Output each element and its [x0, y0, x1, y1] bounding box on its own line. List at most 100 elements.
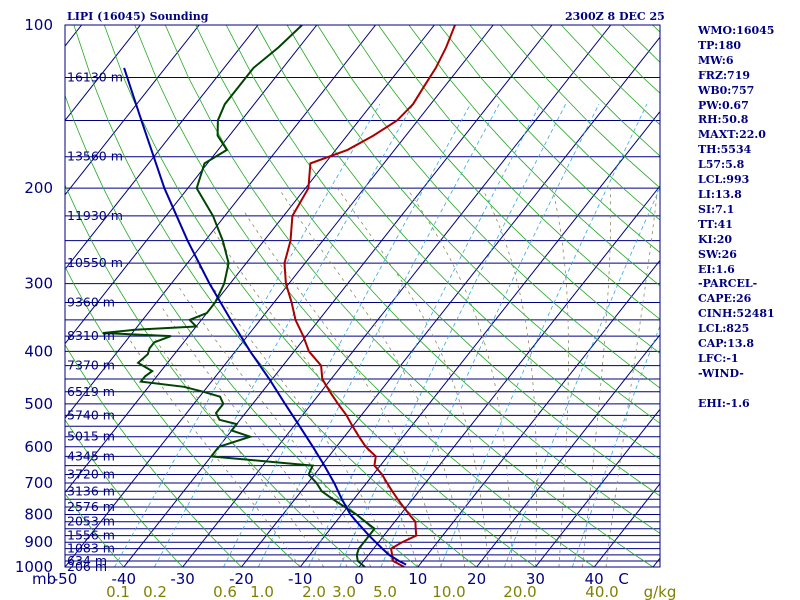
height-level-label: 2576 m	[67, 499, 115, 514]
chart-title: LIPI (16045) Sounding	[67, 10, 209, 23]
x-tick-label: 40	[585, 570, 604, 588]
index-item: RH:50.8	[698, 113, 749, 127]
height-level-label: 5740 m	[67, 407, 115, 422]
index-item: WMO:16045	[698, 24, 775, 37]
mixing-ratio-label: 20.0	[503, 583, 536, 600]
x-tick-label: -50	[53, 570, 78, 588]
dry-adiabat-line	[164, 25, 654, 567]
dry-adiabat-line	[225, 25, 660, 497]
mixing-ratio-label: 0.2	[143, 583, 167, 600]
parcel-profile-line	[123, 67, 407, 566]
height-level-label: 11930 m	[67, 208, 123, 223]
y-tick-label: 900	[24, 533, 53, 551]
index-item: LFC:-1	[698, 351, 739, 365]
x-tick-label: 0	[354, 570, 364, 588]
y-unit-label: mb	[32, 570, 56, 588]
y-tick-label: 500	[24, 395, 53, 413]
isotherm-line	[476, 334, 660, 567]
moist-adiabat-line	[605, 188, 659, 567]
dry-adiabat-line	[195, 25, 660, 534]
dry-adiabat-line	[65, 266, 301, 567]
index-item	[698, 382, 775, 397]
index-item: LI:13.8	[698, 187, 742, 201]
isotherm-line	[358, 185, 660, 567]
height-level-label: 13560 m	[67, 149, 123, 164]
sounding-indices: WMO:16045 TP:180 MW:6 FRZ:719 WB0:757 PW:0.67…	[698, 24, 775, 412]
height-level-label: 4345 m	[67, 448, 115, 463]
index-item: SI:7.1	[698, 202, 735, 216]
mixing-ratio-label: 5.0	[373, 583, 397, 600]
dry-adiabat-line	[256, 25, 660, 460]
mixing-ratio-label: g/kg	[644, 583, 677, 600]
index-item: CINH:52481	[698, 307, 775, 321]
dry-adiabat-line	[378, 25, 660, 320]
moist-adiabat-line	[481, 188, 537, 567]
moist-adiabat-line	[337, 187, 489, 567]
dry-adiabat-line	[317, 25, 660, 389]
mixing-ratio-label: 0.6	[213, 583, 237, 600]
mixing-ratio-line	[504, 186, 660, 567]
height-level-label: 2053 m	[67, 514, 115, 529]
x-tick-label: 10	[408, 570, 427, 588]
isotherm-line	[65, 25, 141, 122]
index-item: TH:5534	[698, 143, 752, 157]
index-item: EHI:-1.6	[698, 396, 750, 410]
y-tick-label: 300	[24, 275, 53, 293]
moist-adiabat-line	[193, 258, 395, 567]
isotherm-line	[65, 25, 259, 271]
height-level-label: 5015 m	[67, 429, 115, 444]
mixing-ratio-label: 0.1	[106, 583, 130, 600]
mixing-ratio-label: 10.0	[432, 583, 465, 600]
mixing-ratio-label: 3.0	[332, 583, 356, 600]
isotherm-line	[65, 25, 376, 419]
mixing-ratio-label: 1.0	[250, 583, 274, 600]
plot-frame	[64, 24, 661, 568]
x-tick-label: 20	[467, 570, 486, 588]
dry-adiabat-line	[65, 419, 183, 567]
index-item: FRZ:719	[698, 68, 751, 82]
isotherm-line	[65, 25, 435, 494]
y-tick-label: 700	[24, 474, 53, 492]
chart-datetime: 2300Z 8 DEC 25	[565, 10, 665, 23]
height-level-label: 3136 m	[67, 483, 115, 498]
dry-adiabat-line	[347, 25, 660, 354]
dry-adiabat-line	[408, 25, 660, 287]
height-level-label: 1083 m	[67, 541, 115, 556]
index-item: TT:41	[698, 217, 733, 231]
index-item: MW:6	[698, 53, 734, 67]
height-level-label: 3720 m	[67, 467, 115, 482]
dry-adiabat-line	[65, 94, 419, 567]
isotherm-line	[535, 408, 660, 567]
index-item: LCL:993	[698, 173, 750, 187]
index-item: WB0:757	[698, 83, 755, 97]
moist-adiabat-line	[406, 187, 513, 567]
isotherm-line	[65, 25, 494, 567]
dry-adiabat-line	[65, 492, 125, 567]
index-item: KI:20	[698, 232, 733, 246]
height-level-label: 7370 m	[67, 358, 115, 373]
mixing-ratio-label: 2.0	[302, 583, 326, 600]
dewpoint-profile-line	[102, 25, 376, 567]
x-tick-label: 30	[526, 570, 545, 588]
isotherm-line	[417, 259, 660, 567]
moist-adiabat-line	[278, 187, 466, 567]
index-item: LCL:825	[698, 322, 750, 336]
isotherm-line	[241, 36, 660, 567]
height-level-label: 16130 m	[67, 70, 123, 85]
chart-series	[102, 25, 456, 567]
mixing-ratio-line	[308, 104, 541, 567]
index-item: SW:26	[698, 247, 737, 261]
temperature-profile-line	[283, 25, 456, 567]
height-level-label: 10550 m	[67, 255, 123, 270]
dry-adiabat-line	[286, 25, 660, 424]
y-tick-label: 100	[24, 16, 53, 34]
mixing-ratio-line	[154, 103, 414, 567]
index-item: CAPE:26	[698, 292, 752, 306]
y-tick-label: 600	[24, 438, 53, 456]
isotherm-line	[299, 110, 660, 567]
x-tick-label: C	[618, 570, 628, 588]
x-tick-label: -40	[112, 570, 137, 588]
